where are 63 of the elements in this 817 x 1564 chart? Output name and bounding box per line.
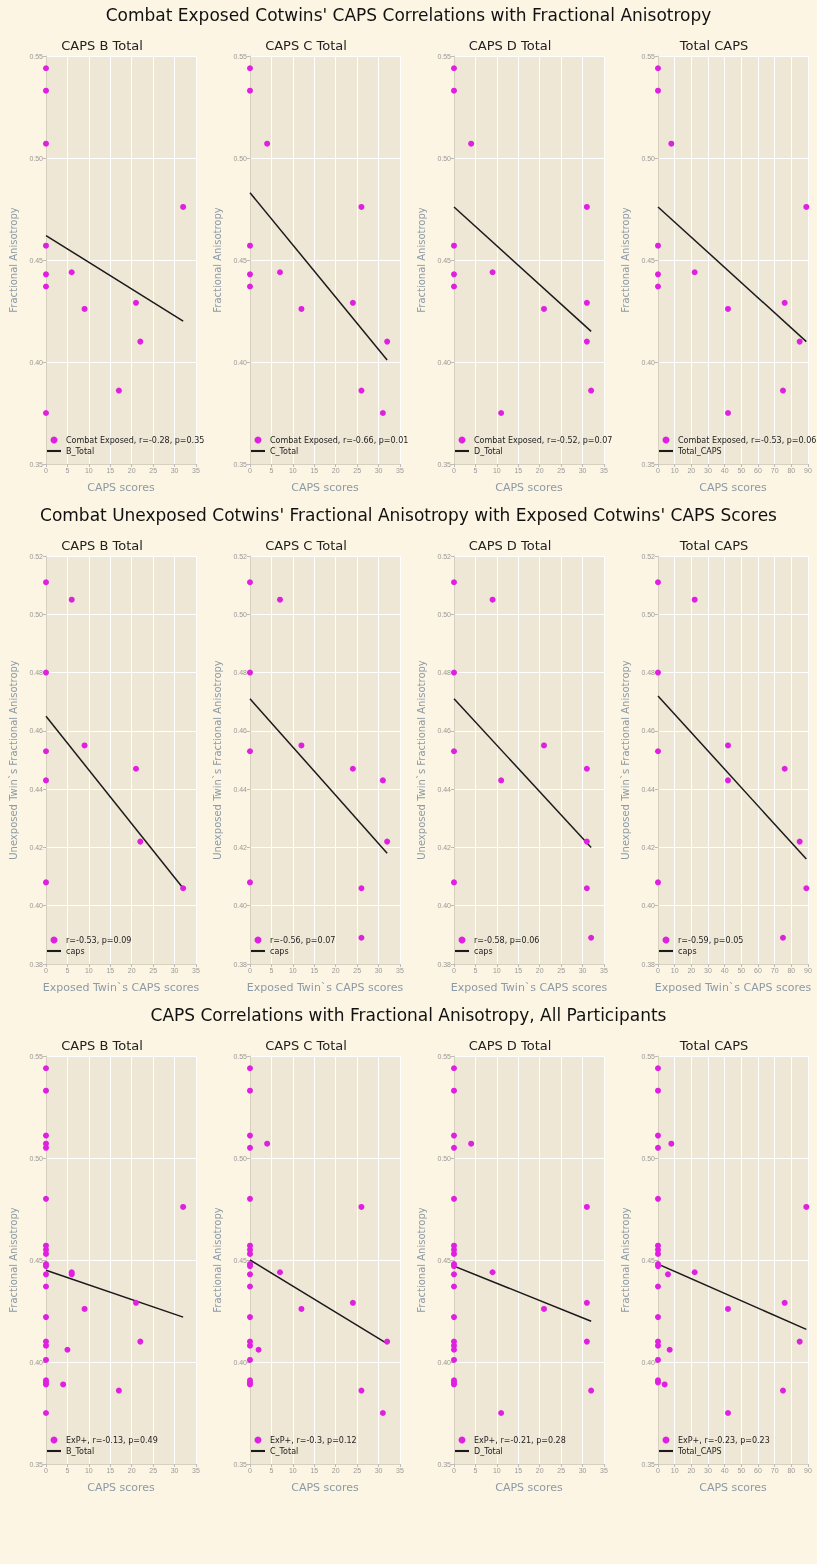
legend-label: Total_CAPS <box>677 446 722 456</box>
x-axis-title: CAPS scores <box>291 1481 360 1494</box>
chart-title: Total CAPS <box>678 538 749 553</box>
x-axis-title: Exposed Twin`s CAPS scores <box>246 981 404 994</box>
y-axis-title: Fractional Anisotropy <box>415 1207 427 1313</box>
chart-title: Total CAPS <box>678 1038 749 1053</box>
text: Combat Exposed Cotwins' CAPS Correlations with Fractional Anisotropy <box>104 4 713 27</box>
y-axis-title: Unexposed Twin`s Fractional Anisotropy <box>211 660 223 860</box>
legend-label: Total_CAPS <box>677 1446 722 1456</box>
legend-label: ExP+, r=-0.3, p=0.12 <box>270 1435 357 1445</box>
chart-title: CAPS D Total <box>468 538 552 553</box>
legend-label: r=-0.53, p=0.09 <box>66 935 132 945</box>
legend-label: Combat Exposed, r=-0.28, p=0.35 <box>66 435 205 445</box>
legend-label: B_Total <box>66 446 95 456</box>
chart-title: CAPS B Total <box>61 38 143 53</box>
legend-label: ExP+, r=-0.23, p=0.23 <box>678 1435 770 1445</box>
legend-label: caps <box>270 946 289 956</box>
y-axis-title: Fractional Anisotropy <box>211 207 223 313</box>
text: CAPS Correlations with Fractional Anisotropy, All Participants <box>149 1004 668 1027</box>
x-axis-title: Exposed Twin`s CAPS scores <box>654 981 812 994</box>
legend-label: Combat Exposed, r=-0.53, p=0.06 <box>678 435 817 445</box>
text: Combat Unexposed Cotwins' Fractional Anisotropy with Exposed Cotwins' CAPS Scores <box>39 504 778 527</box>
y-axis-title: Fractional Anisotropy <box>415 207 427 313</box>
legend-label: ExP+, r=-0.13, p=0.49 <box>66 1435 158 1445</box>
x-axis-title: CAPS scores <box>699 1481 768 1494</box>
y-axis-title: Fractional Anisotropy <box>7 1207 19 1313</box>
chart-title: CAPS C Total <box>265 38 347 53</box>
y-axis-title: Fractional Anisotropy <box>7 207 19 313</box>
y-axis-title: Fractional Anisotropy <box>211 1207 223 1313</box>
chart-title: CAPS C Total <box>265 1038 347 1053</box>
legend-label: B_Total <box>66 1446 95 1456</box>
legend-label: D_Total <box>474 1446 503 1456</box>
legend-label: ExP+, r=-0.21, p=0.28 <box>474 1435 566 1445</box>
legend-label: C_Total <box>270 1446 299 1456</box>
chart-title: CAPS B Total <box>61 1038 143 1053</box>
chart-title: CAPS D Total <box>468 38 552 53</box>
legend-label: caps <box>678 946 697 956</box>
legend-label: Combat Exposed, r=-0.66, p=0.01 <box>270 435 409 445</box>
legend-label: r=-0.58, p=0.06 <box>474 935 540 945</box>
legend-label: r=-0.59, p=0.05 <box>678 935 744 945</box>
y-axis-title: Unexposed Twin`s Fractional Anisotropy <box>7 660 19 860</box>
legend-label: C_Total <box>270 446 299 456</box>
chart-title: CAPS B Total <box>61 538 143 553</box>
y-axis-title: Unexposed Twin`s Fractional Anisotropy <box>619 660 631 860</box>
legend-label: Combat Exposed, r=-0.52, p=0.07 <box>474 435 613 445</box>
y-axis-title: Fractional Anisotropy <box>619 1207 631 1313</box>
x-axis-title: CAPS scores <box>495 1481 564 1494</box>
legend-label: caps <box>66 946 85 956</box>
x-axis-title: CAPS scores <box>87 1481 156 1494</box>
x-axis-title: CAPS scores <box>495 481 564 494</box>
x-axis-title: CAPS scores <box>291 481 360 494</box>
x-axis-title: CAPS scores <box>87 481 156 494</box>
x-axis-title: Exposed Twin`s CAPS scores <box>450 981 608 994</box>
x-axis-title: Exposed Twin`s CAPS scores <box>42 981 200 994</box>
chart-title: CAPS D Total <box>468 1038 552 1053</box>
chart-title: Total CAPS <box>678 38 749 53</box>
legend-label: caps <box>474 946 493 956</box>
y-axis-title: Unexposed Twin`s Fractional Anisotropy <box>415 660 427 860</box>
chart-title: CAPS C Total <box>265 538 347 553</box>
y-axis-title: Fractional Anisotropy <box>619 207 631 313</box>
legend-label: D_Total <box>474 446 503 456</box>
x-axis-title: CAPS scores <box>699 481 768 494</box>
legend-label: r=-0.56, p=0.07 <box>270 935 336 945</box>
